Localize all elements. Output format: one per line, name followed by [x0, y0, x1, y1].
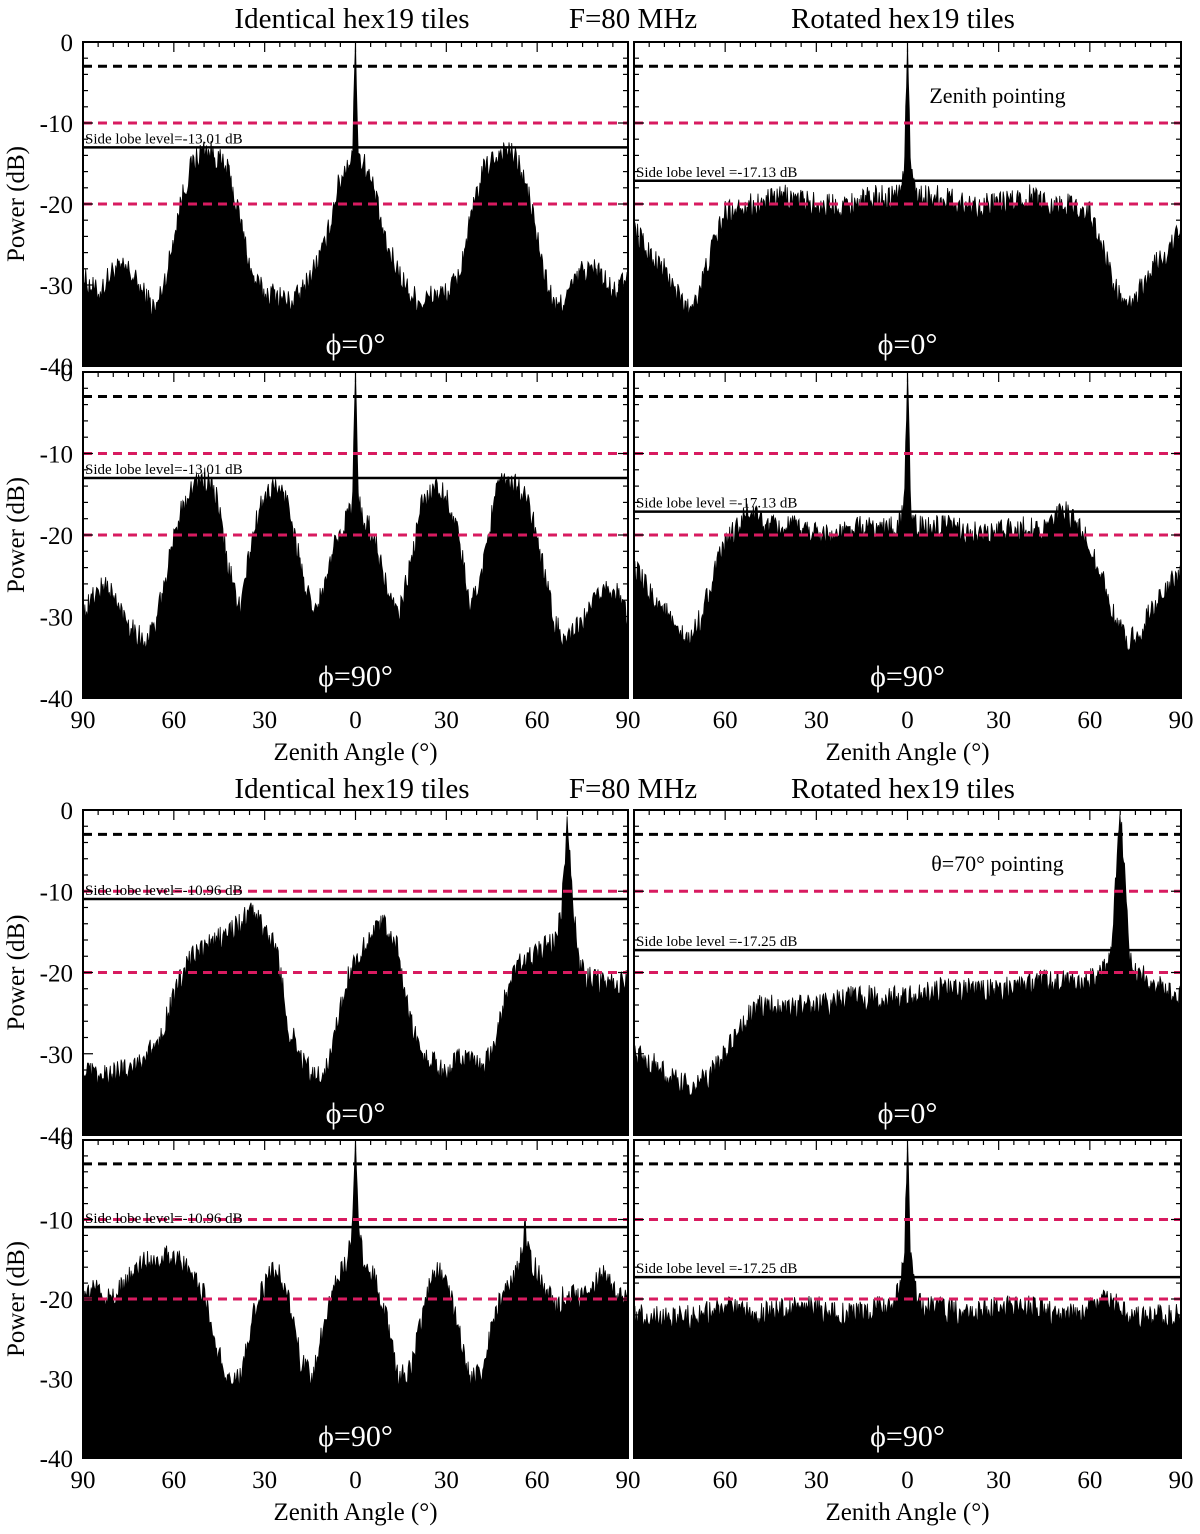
x-tick-label-3-5: 60 [1077, 707, 1102, 734]
x-tick-label-7-2: 30 [804, 1467, 829, 1494]
x-axis-label-7: Zenith Angle (°) [825, 1499, 989, 1526]
y-tick-label-2-4: -40 [40, 686, 73, 713]
y-tick-label-0-2: -20 [40, 192, 73, 219]
header-frequency-top: F=80 MHz [569, 3, 697, 35]
plot-area-3 [634, 372, 1181, 698]
cut-label-5: ϕ=0° [878, 1097, 938, 1130]
panel-3: Side lobe level =-17.13 dB 60 30 0 30 60 90 Zen… [633, 371, 1194, 766]
panel-1: Side lobe level =-17.13 dB ϕ=0° Zenith poi… [633, 41, 1182, 367]
x-tick-label-2-0: 90 [71, 707, 96, 734]
x-axis-label-3: Zenith Angle (°) [825, 739, 989, 766]
side-lobe-label-2: Side lobe level=-13.01 dB [85, 462, 243, 478]
plot-area-7 [634, 1140, 1181, 1458]
header-title-rotated-top: Rotated hex19 tiles [791, 3, 1015, 35]
y-tick-label-4-4: -40 [40, 1123, 73, 1150]
x-tick-label-2-4: 30 [434, 707, 459, 734]
y-tick-label-6-0: 0 [61, 1128, 74, 1155]
panel-4: Side lobe level=-10.96 dB 0 -10 -20 -30 -40 Po… [3, 798, 629, 1150]
x-tick-label-3-2: 30 [804, 707, 829, 734]
y-axis-label-2: Power (dB) [3, 477, 30, 593]
plot-area-1 [634, 42, 1181, 366]
side-lobe-label-0: Side lobe level=-13.01 dB [85, 131, 243, 147]
side-lobe-label-1: Side lobe level =-17.13 dB [636, 165, 797, 181]
cut-label-6: ϕ=90° [318, 1420, 393, 1453]
cut-label-1: ϕ=0° [878, 328, 938, 361]
x-tick-label-7-4: 30 [986, 1467, 1011, 1494]
panel-5: Side lobe level =-17.25 dB ϕ=0° θ=70° poin… [633, 809, 1182, 1136]
header-title-rotated-bottom: Rotated hex19 tiles [791, 773, 1015, 805]
y-axis-label-6: Power (dB) [3, 1241, 30, 1357]
panel-6: Side lobe level=-10.96 dB 0 -10 -20 -30 -40 Po… [3, 1128, 641, 1526]
x-tick-label-6-1: 60 [161, 1467, 186, 1494]
y-tick-label-6-3: -30 [40, 1367, 73, 1394]
y-tick-label-4-3: -30 [40, 1042, 73, 1069]
y-axis-label-4: Power (dB) [3, 915, 30, 1031]
panel-2: Side lobe level=-13.01 dB 0 -10 -20 -30 -40 Po… [3, 360, 641, 766]
x-tick-label-6-6: 90 [616, 1467, 641, 1494]
x-tick-label-2-3: 0 [349, 707, 362, 734]
side-lobe-label-5: Side lobe level =-17.25 dB [636, 934, 797, 950]
x-tick-label-7-5: 60 [1077, 1467, 1102, 1494]
x-tick-label-7-3: 0 [901, 1467, 914, 1494]
y-tick-label-6-4: -40 [40, 1446, 73, 1473]
cut-label-3: ϕ=90° [870, 660, 945, 693]
header-title-identical-bottom: Identical hex19 tiles [234, 773, 469, 805]
y-tick-label-4-0: 0 [61, 798, 74, 825]
plot-area-2 [83, 372, 628, 698]
side-lobe-label-7: Side lobe level =-17.25 dB [636, 1261, 797, 1277]
side-lobe-label-6: Side lobe level=-10.96 dB [85, 1211, 243, 1227]
beam-pattern-4 [83, 816, 628, 1135]
y-tick-label-0-4: -40 [40, 354, 73, 381]
y-tick-label-4-2: -20 [40, 961, 73, 988]
y-tick-label-2-0: 0 [61, 360, 74, 387]
x-tick-label-6-0: 90 [71, 1467, 96, 1494]
y-tick-label-0-1: -10 [40, 111, 73, 138]
cut-label-2: ϕ=90° [318, 660, 393, 693]
y-axis-label-0: Power (dB) [3, 146, 30, 262]
x-axis-label-2: Zenith Angle (°) [273, 739, 437, 766]
x-tick-label-6-2: 30 [252, 1467, 277, 1494]
y-tick-label-2-1: -10 [40, 442, 73, 469]
header-frequency-bottom: F=80 MHz [569, 773, 697, 805]
x-axis-label-6: Zenith Angle (°) [273, 1499, 437, 1526]
header-title-identical-top: Identical hex19 tiles [234, 3, 469, 35]
x-tick-label-2-6: 90 [616, 707, 641, 734]
y-tick-label-6-2: -20 [40, 1287, 73, 1314]
x-tick-label-3-1: 60 [713, 707, 738, 734]
cut-label-4: ϕ=0° [326, 1097, 386, 1130]
plot-area-0 [83, 42, 628, 366]
x-tick-label-3-6: 90 [1169, 707, 1194, 734]
y-tick-label-0-3: -30 [40, 273, 73, 300]
y-tick-label-6-1: -10 [40, 1208, 73, 1235]
x-tick-label-6-4: 30 [434, 1467, 459, 1494]
x-tick-label-2-1: 60 [161, 707, 186, 734]
side-lobe-label-3: Side lobe level =-17.13 dB [636, 496, 797, 512]
annotation-1: Zenith pointing [929, 83, 1065, 108]
beam-pattern-5 [634, 814, 1181, 1135]
x-tick-label-3-4: 30 [986, 707, 1011, 734]
x-tick-label-6-3: 0 [349, 1467, 362, 1494]
x-tick-label-7-6: 90 [1169, 1467, 1194, 1494]
y-tick-label-2-2: -20 [40, 523, 73, 550]
panels-container: Side lobe level=-13.01 dB 0 -10 -20 -30 -40 Po… [3, 30, 1194, 1526]
y-tick-label-2-3: -30 [40, 605, 73, 632]
cut-label-7: ϕ=90° [870, 1420, 945, 1453]
annotation-5: θ=70° pointing [931, 851, 1064, 876]
panel-0: Side lobe level=-13.01 dB 0 -10 -20 -30 -40 Po… [3, 30, 629, 381]
y-tick-label-4-1: -10 [40, 879, 73, 906]
x-tick-label-7-1: 60 [713, 1467, 738, 1494]
plot-area-5 [634, 814, 1181, 1135]
panel-7: Side lobe level =-17.25 dB 60 30 0 30 60 90 Zen… [633, 1139, 1194, 1526]
cut-label-0: ϕ=0° [326, 328, 386, 361]
x-tick-label-3-3: 0 [901, 707, 914, 734]
x-tick-label-2-2: 30 [252, 707, 277, 734]
plot-area-4 [83, 816, 628, 1135]
y-tick-label-0-0: 0 [61, 30, 74, 57]
x-tick-label-6-5: 60 [525, 1467, 550, 1494]
plot-area-6 [83, 1140, 628, 1458]
x-tick-label-2-5: 60 [525, 707, 550, 734]
side-lobe-label-4: Side lobe level=-10.96 dB [85, 883, 243, 899]
